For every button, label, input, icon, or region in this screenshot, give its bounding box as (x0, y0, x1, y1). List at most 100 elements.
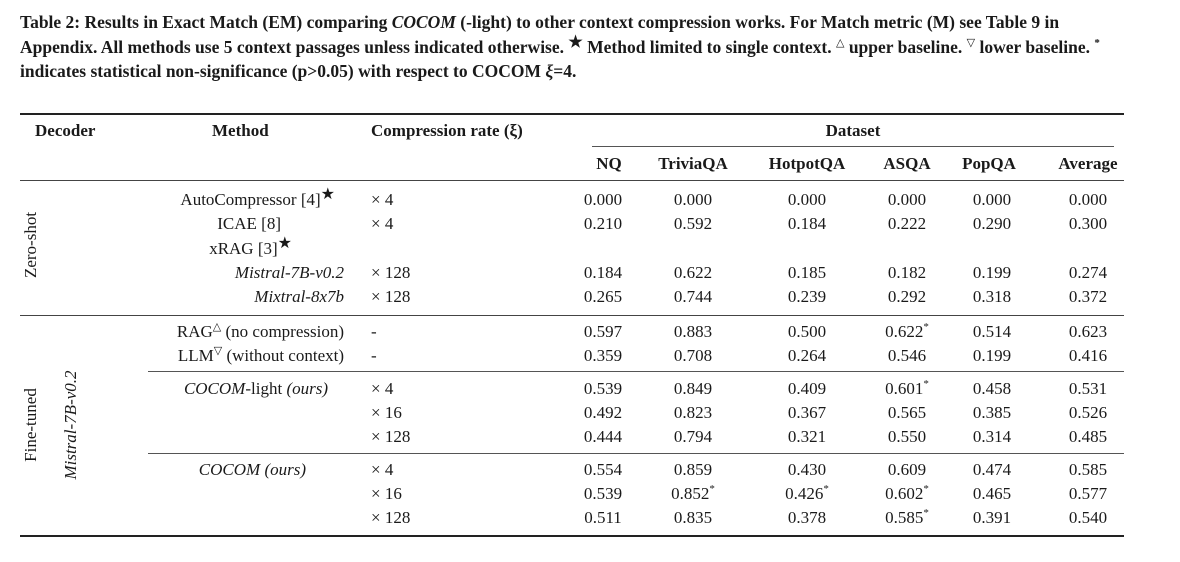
table-bottom-rule (20, 535, 1124, 537)
value-cell-popqa: 0.000 (972, 190, 1012, 209)
value-cell-hotpotqa: 0.184 (787, 214, 827, 233)
value-cell-asqa: 0.292 (887, 287, 927, 306)
value-cell-asqa: 0.585* (885, 507, 929, 528)
value-cell-popqa: 0.290 (972, 214, 1012, 233)
header-col-triviaqa: TriviaQA (658, 154, 728, 173)
value-cell-popqa: 0.199 (972, 346, 1012, 365)
value-cell-average: 0.372 (1068, 287, 1108, 306)
rate-cell: × 4 (371, 379, 394, 398)
value-cell-average: 0.585 (1068, 460, 1108, 479)
value-cell-hotpotqa: 0.426* (785, 483, 829, 504)
rate-cell: × 128 (371, 287, 411, 306)
triangle-up-icon: △ (212, 321, 222, 333)
rate-cell: × 4 (371, 460, 394, 479)
value-cell-triviaqa: 0.859 (673, 460, 713, 479)
header-col-average: Average (1058, 154, 1118, 173)
value-cell-popqa: 0.458 (972, 379, 1012, 398)
value-cell-asqa: 0.565 (887, 403, 927, 422)
value-cell-nq: 0.359 (583, 346, 623, 365)
value-cell-average: 0.526 (1068, 403, 1108, 422)
value-cell-hotpotqa: 0.430 (787, 460, 827, 479)
value-cell-asqa: 0.602* (885, 483, 929, 504)
method-mixtral-8x7b: Mixtral-8x7b (254, 287, 344, 306)
method-autocompressor: AutoCompressor [4]★ (180, 186, 335, 210)
value-cell-average: 0.274 (1068, 263, 1108, 282)
value-cell-popqa: 0.199 (972, 263, 1012, 282)
value-cell-triviaqa: 0.000 (673, 190, 713, 209)
rate-cell: × 128 (371, 263, 411, 282)
value-cell-popqa: 0.391 (972, 508, 1012, 527)
triangle-down-icon: ▽ (966, 36, 976, 49)
triangle-down-icon: ▽ (213, 345, 223, 357)
value-cell-hotpotqa: 0.239 (787, 287, 827, 306)
value-cell-average: 0.416 (1068, 346, 1108, 365)
value-cell-nq: 0.265 (583, 287, 623, 306)
dataset-header-rule (592, 146, 1114, 147)
header-col-asqa: ASQA (883, 154, 931, 173)
table-top-rule (20, 113, 1124, 115)
group-label-zero-shot: Zero-shot (21, 211, 40, 279)
value-cell-asqa: 0.550 (887, 427, 927, 446)
table-caption: Table 2: Results in Exact Match (EM) com… (20, 12, 1100, 81)
rate-cell: - (371, 346, 377, 365)
value-cell-hotpotqa: 0.000 (787, 190, 827, 209)
value-cell-average: 0.540 (1068, 508, 1108, 527)
value-cell-average: 0.300 (1068, 214, 1108, 233)
value-cell-asqa: 0.000 (887, 190, 927, 209)
value-cell-nq: 0.597 (583, 322, 623, 341)
value-cell-nq: 0.000 (583, 190, 623, 209)
rate-cell: × 4 (371, 190, 394, 209)
star-icon: ★ (568, 33, 583, 51)
header-col-popqa: PopQA (962, 154, 1016, 173)
rate-cell: × 128 (371, 427, 411, 446)
value-cell-triviaqa: 0.794 (673, 427, 713, 446)
star-icon: ★ (320, 186, 335, 203)
header-col-hotpotqa: HotpotQA (768, 154, 846, 173)
value-cell-asqa: 0.601* (885, 378, 929, 399)
method-cocom-light: COCOM-light (ours) (183, 379, 328, 398)
value-cell-average: 0.000 (1068, 190, 1108, 209)
method-icae: ICAE [8] (217, 214, 281, 233)
value-cell-popqa: 0.514 (972, 322, 1012, 341)
header-method: Method (212, 121, 269, 140)
value-cell-hotpotqa: 0.321 (787, 427, 827, 446)
value-cell-triviaqa: 0.622 (673, 263, 713, 282)
value-cell-hotpotqa: 0.185 (787, 263, 827, 282)
value-cell-popqa: 0.474 (972, 460, 1012, 479)
value-cell-asqa: 0.222 (887, 214, 927, 233)
header-decoder: Decoder (35, 121, 96, 140)
header-bottom-rule (20, 180, 1124, 181)
rate-cell: - (371, 322, 377, 341)
value-cell-asqa: 0.622* (885, 321, 929, 342)
rate-cell: × 16 (371, 403, 402, 422)
value-cell-average: 0.623 (1068, 322, 1108, 341)
value-cell-asqa: 0.609 (887, 460, 927, 479)
value-cell-nq: 0.511 (584, 508, 622, 527)
value-cell-hotpotqa: 0.409 (787, 379, 827, 398)
header-col-nq: NQ (596, 154, 622, 173)
rate-cell: × 128 (371, 508, 411, 527)
header-compression-rate: Compression rate (ξ) (371, 121, 523, 140)
value-cell-hotpotqa: 0.500 (787, 322, 827, 341)
value-cell-triviaqa: 0.835 (673, 508, 713, 527)
value-cell-asqa: 0.182 (887, 263, 927, 282)
value-cell-hotpotqa: 0.378 (787, 508, 827, 527)
method-llm: LLM▽ (without context) (177, 345, 344, 366)
group-label-fine-tuned: Fine-tuned (21, 388, 40, 462)
value-cell-triviaqa: 0.744 (673, 287, 713, 306)
rate-cell: × 4 (371, 214, 394, 233)
value-cell-average: 0.485 (1068, 427, 1108, 446)
value-cell-triviaqa: 0.592 (673, 214, 713, 233)
value-cell-average: 0.531 (1068, 379, 1108, 398)
value-cell-hotpotqa: 0.367 (787, 403, 827, 422)
zero-shot-bottom-rule (20, 315, 1124, 316)
triangle-up-icon: △ (835, 36, 845, 49)
value-cell-popqa: 0.318 (972, 287, 1012, 306)
method-mistral-7b: Mistral-7B-v0.2 (234, 263, 344, 282)
value-cell-hotpotqa: 0.264 (787, 346, 827, 365)
method-cocom: COCOM (ours) (198, 460, 306, 479)
value-cell-nq: 0.184 (583, 263, 623, 282)
value-cell-popqa: 0.314 (972, 427, 1012, 446)
group-decoder-mistral: Mistral-7B-v0.2 (61, 370, 80, 480)
baseline-separator-rule (148, 371, 1124, 372)
